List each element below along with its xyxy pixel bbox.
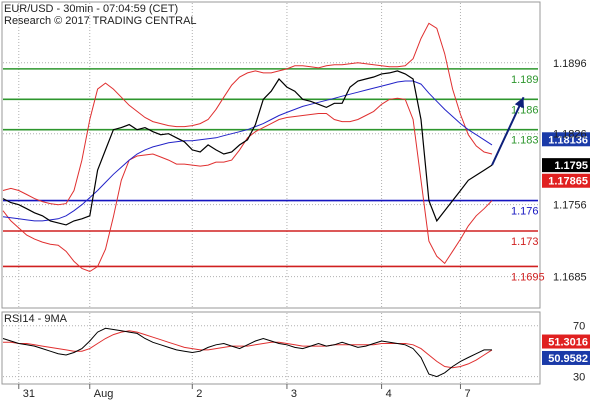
x-tick-label: 2 bbox=[196, 388, 202, 400]
rsi-tag-1: 50.9582 bbox=[542, 350, 590, 365]
x-tick-label: 4 bbox=[386, 388, 392, 400]
level-label-s2: 1.1695 bbox=[511, 271, 545, 283]
bollinger-lower-line bbox=[2, 97, 493, 273]
price-tag-2: 1.17865 bbox=[542, 173, 590, 188]
rsi-line bbox=[2, 327, 492, 378]
rsi-tag-0: 51.3016 bbox=[542, 334, 590, 349]
chart-copyright: Research © 2017 TRADING CENTRAL bbox=[4, 15, 197, 27]
price-line bbox=[2, 70, 493, 226]
price-grid bbox=[3, 3, 538, 307]
level-label-r1: 1.183 bbox=[511, 135, 539, 147]
axis-labels: 31 Aug 2 3 4 7 1.1896 1.1826 1.1756 1.1685 70 30 bbox=[18, 58, 587, 400]
rsi-tag-label: 51.3016 bbox=[548, 337, 588, 349]
price-panel-frame bbox=[1, 1, 541, 309]
price-tag-label: 1.17865 bbox=[548, 176, 588, 188]
x-tick-label: Aug bbox=[94, 388, 114, 400]
rsi-ma-line bbox=[3, 330, 493, 369]
rsi-grid bbox=[3, 313, 538, 383]
rsi-series-layer bbox=[2, 327, 493, 378]
price-tags: 1.18136 1.1795 1.17865 51.3016 50.9582 bbox=[542, 132, 590, 365]
projection-arrow-line bbox=[491, 96, 525, 166]
price-tick-label: 1.1826 bbox=[553, 129, 587, 141]
x-tick-label: 3 bbox=[291, 388, 297, 400]
x-tick-label: 7 bbox=[464, 388, 470, 400]
chart-title: EUR/USD - 30min - 07:04:59 (CET) bbox=[4, 3, 178, 15]
price-tag-1: 1.1795 bbox=[542, 158, 590, 173]
projection-arrow-head bbox=[514, 97, 524, 109]
level-label-r3: 1.189 bbox=[511, 74, 539, 86]
rsi-tick-label: 70 bbox=[573, 321, 585, 333]
price-tag-label: 1.18136 bbox=[548, 134, 588, 146]
price-tick-label: 1.1756 bbox=[553, 200, 587, 212]
series-layer bbox=[2, 22, 525, 273]
price-tag-label: 1.1795 bbox=[554, 160, 588, 172]
price-tick-label: 1.1685 bbox=[553, 272, 587, 284]
price-tag-0: 1.18136 bbox=[542, 132, 590, 147]
x-tick-label: 31 bbox=[23, 388, 35, 400]
rsi-title: RSI14 - 9MA bbox=[4, 313, 68, 325]
bollinger-upper-line bbox=[2, 22, 493, 206]
moving-average-line bbox=[2, 80, 493, 222]
rsi-panel-frame bbox=[1, 311, 541, 385]
rsi-tag-label: 50.9582 bbox=[548, 353, 588, 365]
level-label-pivot: 1.176 bbox=[511, 206, 539, 218]
price-tick-label: 1.1896 bbox=[553, 58, 587, 70]
level-label-s1: 1.173 bbox=[511, 236, 539, 248]
rsi-tick-label: 30 bbox=[573, 372, 585, 384]
